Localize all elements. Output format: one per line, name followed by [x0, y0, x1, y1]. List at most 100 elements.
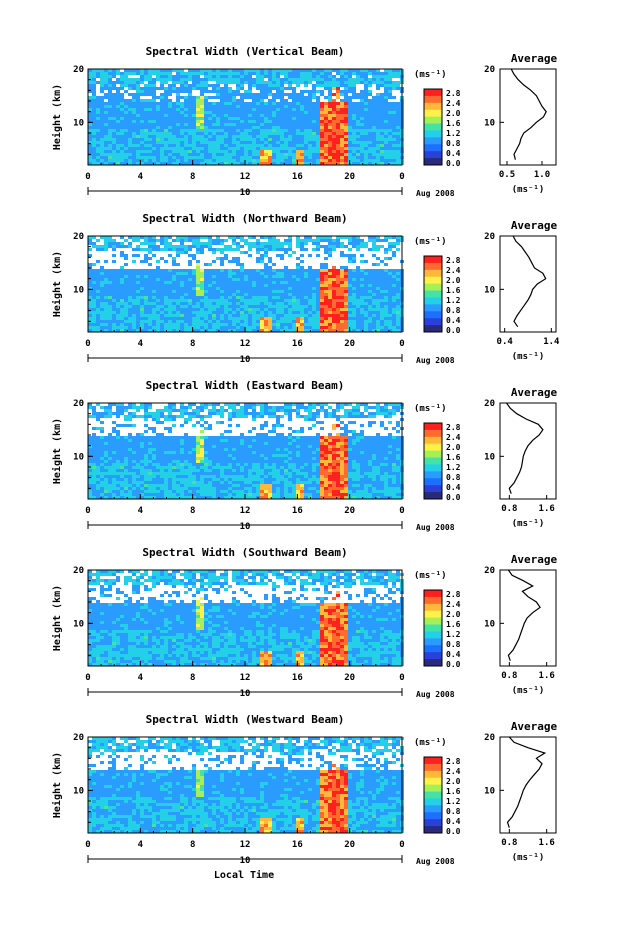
heatmap-cell: [152, 126, 156, 129]
heatmap-cell: [328, 75, 332, 78]
heatmap-cell: [212, 293, 216, 296]
heatmap-cell: [376, 284, 380, 287]
heatmap-cell: [268, 266, 272, 269]
heatmap-cell: [208, 75, 212, 78]
heatmap-cell: [236, 150, 240, 153]
heatmap-cell: [116, 102, 120, 105]
heatmap-cell: [212, 305, 216, 308]
heatmap-cell: [100, 484, 104, 487]
heatmap-cell: [172, 102, 176, 105]
heatmap-cell: [176, 320, 180, 323]
heatmap-cell: [304, 236, 308, 239]
heatmap-cell: [104, 114, 108, 117]
heatmap-cell: [120, 108, 124, 111]
heatmap-cell: [224, 323, 228, 326]
heatmap-cell: [136, 87, 140, 90]
heatmap-cell: [396, 105, 400, 108]
heatmap-cell: [196, 144, 200, 147]
heatmap-cell: [160, 147, 164, 150]
heatmap-cell: [280, 102, 284, 105]
heatmap-cell: [360, 323, 364, 326]
heatmap-cell: [320, 135, 324, 138]
heatmap-cell: [236, 102, 240, 105]
heatmap-cell: [232, 302, 236, 305]
heatmap-cell: [176, 120, 180, 123]
heatmap-cell: [384, 314, 388, 317]
heatmap-cell: [112, 454, 116, 457]
heatmap-cell: [108, 153, 112, 156]
heatmap-cell: [360, 129, 364, 132]
heatmap-cell: [264, 156, 268, 159]
heatmap-cell: [368, 138, 372, 141]
heatmap-cell: [164, 281, 168, 284]
heatmap-cell: [292, 150, 296, 153]
heatmap-cell: [272, 111, 276, 114]
heatmap-cell: [96, 138, 100, 141]
heatmap-cell: [344, 129, 348, 132]
heatmap-cell: [248, 314, 252, 317]
heatmap-cell: [240, 132, 244, 135]
heatmap-cell: [180, 320, 184, 323]
heatmap-cell: [216, 317, 220, 320]
heatmap-cell: [280, 81, 284, 84]
heatmap-cell: [352, 159, 356, 162]
heatmap-cell: [220, 108, 224, 111]
heatmap-cell: [88, 406, 92, 409]
heatmap-cell: [268, 290, 272, 293]
heatmap-cell: [88, 102, 92, 105]
heatmap-cell: [344, 81, 348, 84]
heatmap-cell: [264, 314, 268, 317]
heatmap-cell: [388, 302, 392, 305]
heatmap-cell: [224, 117, 228, 120]
heatmap-cell: [116, 81, 120, 84]
heatmap-cell: [260, 108, 264, 111]
y-axis-label: Height (km): [51, 251, 63, 317]
heatmap-cell: [120, 117, 124, 120]
heatmap-cell: [288, 144, 292, 147]
heatmap-cell: [120, 132, 124, 135]
heatmap-cell: [88, 317, 92, 320]
heatmap-cell: [312, 93, 316, 96]
heatmap-cell: [356, 281, 360, 284]
heatmap-cell: [100, 132, 104, 135]
heatmap: [88, 403, 404, 499]
heatmap-cell: [100, 445, 104, 448]
heatmap-cell: [336, 129, 340, 132]
heatmap-cell: [104, 72, 108, 75]
heatmap-cell: [88, 469, 92, 472]
heatmap-cell: [352, 329, 356, 332]
heatmap-cell: [240, 93, 244, 96]
heatmap-cell: [232, 278, 236, 281]
heatmap-cell: [172, 81, 176, 84]
heatmap-cell: [212, 156, 216, 159]
heatmap-cell: [176, 248, 180, 251]
heatmap-cell: [184, 305, 188, 308]
heatmap-cell: [152, 159, 156, 162]
heatmap-cell: [128, 490, 132, 493]
heatmap-cell: [112, 245, 116, 248]
heatmap-cell: [320, 153, 324, 156]
heatmap-cell: [284, 93, 288, 96]
heatmap-cell: [272, 248, 276, 251]
heatmap-cell: [352, 239, 356, 242]
heatmap-cell: [336, 141, 340, 144]
heatmap-cell: [384, 248, 388, 251]
heatmap-cell: [120, 159, 124, 162]
heatmap-cell: [356, 117, 360, 120]
heatmap-cell: [348, 260, 352, 263]
heatmap-cell: [168, 87, 172, 90]
heatmap-cell: [320, 90, 324, 93]
heatmap-cell: [100, 248, 104, 251]
heatmap-cell: [372, 114, 376, 117]
heatmap-cell: [352, 72, 356, 75]
heatmap-cell: [164, 299, 168, 302]
heatmap-cell: [112, 272, 116, 275]
heatmap-cell: [332, 99, 336, 102]
heatmap-cell: [192, 293, 196, 296]
heatmap-cell: [168, 269, 172, 272]
heatmap-cell: [100, 326, 104, 329]
heatmap-cell: [336, 111, 340, 114]
heatmap-cell: [156, 102, 160, 105]
heatmap-cell: [392, 311, 396, 314]
heatmap-cell: [264, 299, 268, 302]
